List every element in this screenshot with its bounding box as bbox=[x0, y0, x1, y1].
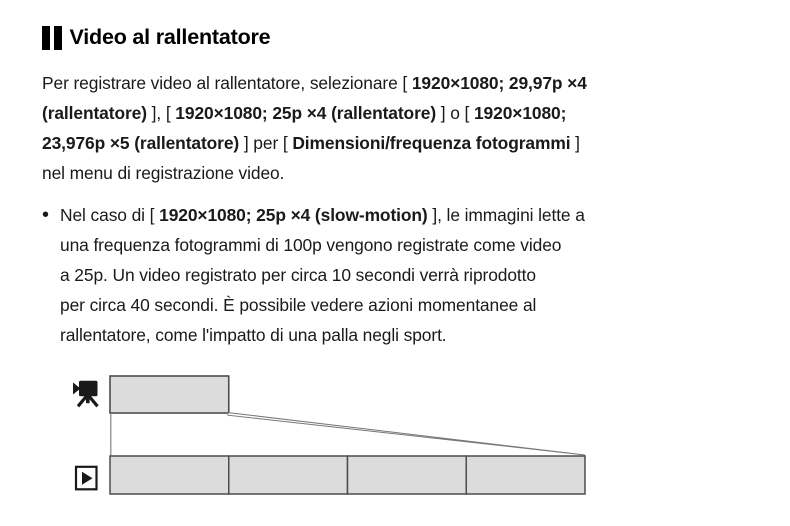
playback-icon bbox=[74, 465, 98, 491]
text-line: a 25p. Un video registrato per circa 10 … bbox=[60, 265, 536, 285]
section-title: Video al rallentatore bbox=[69, 25, 271, 49]
text-line: per circa 40 secondi. È possibile vedere… bbox=[60, 295, 537, 315]
playback-segment bbox=[228, 455, 349, 495]
recording-track bbox=[109, 375, 230, 414]
playback-segment bbox=[346, 455, 467, 495]
bullet-marker: • bbox=[42, 204, 50, 226]
playback-segment bbox=[465, 455, 586, 495]
text-line: Nel caso di [ 1920×1080; 25p ×4 (slow-mo… bbox=[60, 205, 585, 225]
marker-bar bbox=[42, 26, 50, 50]
playback-track bbox=[109, 455, 586, 495]
section-heading: Video al rallentatore bbox=[42, 25, 271, 50]
bullet-paragraph: Nel caso di [ 1920×1080; 25p ×4 (slow-mo… bbox=[60, 200, 585, 350]
text-line: Per registrare video al rallentatore, se… bbox=[42, 73, 587, 93]
text-line: 23,976p ×5 (rallentatore) ] per [ Dimens… bbox=[42, 133, 580, 153]
text-line: nel menu di registrazione video. bbox=[42, 163, 285, 183]
text-line: (rallentatore) ], [ 1920×1080; 25p ×4 (r… bbox=[42, 103, 567, 123]
bullet-item: • Nel caso di [ 1920×1080; 25p ×4 (slow-… bbox=[42, 200, 585, 350]
movie-camera-icon bbox=[73, 380, 99, 408]
end-connector-wedge bbox=[227, 412, 586, 456]
intro-paragraph: Per registrare video al rallentatore, se… bbox=[42, 68, 587, 188]
playback-segment bbox=[109, 455, 230, 495]
marker-bar bbox=[53, 26, 62, 50]
text-line: rallentatore, come l'impatto di una pall… bbox=[60, 325, 447, 345]
text-line: una frequenza fotogrammi di 100p vengono… bbox=[60, 235, 562, 255]
section-marker-icon bbox=[42, 26, 62, 50]
recording-segment bbox=[109, 375, 230, 414]
